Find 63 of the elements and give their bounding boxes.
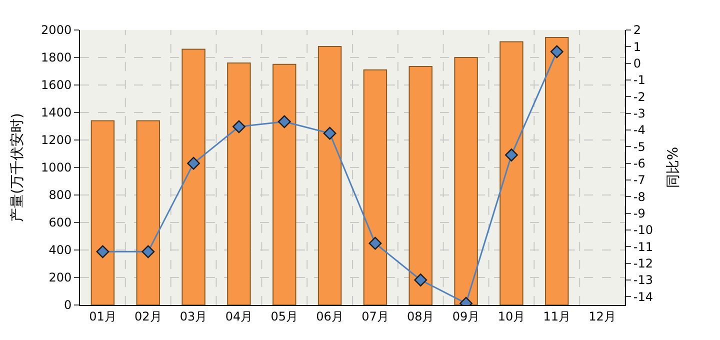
y2-tick-label: 0 [633, 56, 642, 71]
y-tick-label: 2000 [41, 23, 72, 38]
bar [272, 64, 296, 305]
y-tick-label: 1000 [41, 160, 72, 175]
y-tick-label: 1600 [41, 78, 72, 92]
x-tick-label: 03月 [180, 309, 208, 324]
y2-tick-label: -10 [633, 223, 654, 238]
y2-tick-label: -12 [633, 256, 654, 271]
y-tick-label: 1400 [41, 106, 72, 120]
x-tick-label: 10月 [498, 309, 526, 324]
bar [454, 57, 478, 305]
y2-tick-label: -6 [633, 156, 646, 171]
bar [90, 120, 115, 305]
y2-tick-label: 2 [633, 23, 642, 38]
y2-tick-label: -2 [633, 90, 646, 104]
x-tick-label: 11月 [543, 309, 571, 324]
y-tick-label: 1200 [41, 133, 72, 148]
x-tick-label: 01月 [89, 309, 116, 324]
y2-axis-title: 同比% [665, 146, 682, 188]
y2-tick-label: -14 [633, 290, 654, 304]
y2-tick-label: -11 [633, 240, 654, 254]
y-tick-label: 600 [48, 216, 72, 230]
point [232, 120, 246, 134]
y2-tick-label: -8 [633, 190, 646, 204]
point [323, 126, 336, 140]
y2-tick-label: -3 [633, 106, 646, 121]
y2-tick-label: 1 [633, 40, 642, 54]
y-tick-label: 0 [64, 298, 72, 312]
x-tick-label: 08月 [406, 309, 434, 324]
x-tick-label: 07月 [362, 309, 389, 324]
bar [408, 66, 432, 305]
x-tick-label: 02月 [134, 309, 162, 324]
bar [363, 69, 388, 305]
point [368, 236, 382, 250]
y-tick-label: 400 [48, 243, 72, 258]
bar [318, 46, 342, 305]
bar [136, 120, 160, 305]
point [96, 245, 110, 258]
x-tick-label: 09月 [452, 309, 480, 324]
point [278, 115, 291, 128]
y2-tick-label: -4 [633, 123, 646, 138]
x-tick-label: 04月 [225, 309, 253, 324]
y-tick-label: 800 [48, 188, 72, 202]
y2-tick-label: -13 [633, 273, 654, 288]
bar [182, 48, 206, 305]
y2-tick-label: -7 [633, 173, 646, 188]
y2-tick-label: -1 [633, 73, 646, 88]
point [414, 274, 428, 286]
point [550, 45, 564, 58]
x-tick-label: 06月 [316, 309, 344, 324]
bar [545, 37, 569, 305]
y-axis-title: 产量(万千伏安时) [10, 113, 26, 222]
point [187, 156, 200, 170]
bar [500, 41, 524, 305]
y-tick-label: 200 [48, 270, 72, 285]
point [505, 148, 518, 162]
y-tick-label: 1800 [41, 50, 72, 65]
x-tick-label: 05月 [270, 309, 298, 324]
x-tick-label: 12月 [588, 309, 616, 324]
y2-tick-label: -5 [633, 140, 646, 154]
bar [227, 62, 251, 305]
y2-tick-label: -9 [633, 206, 646, 221]
point [142, 245, 155, 258]
